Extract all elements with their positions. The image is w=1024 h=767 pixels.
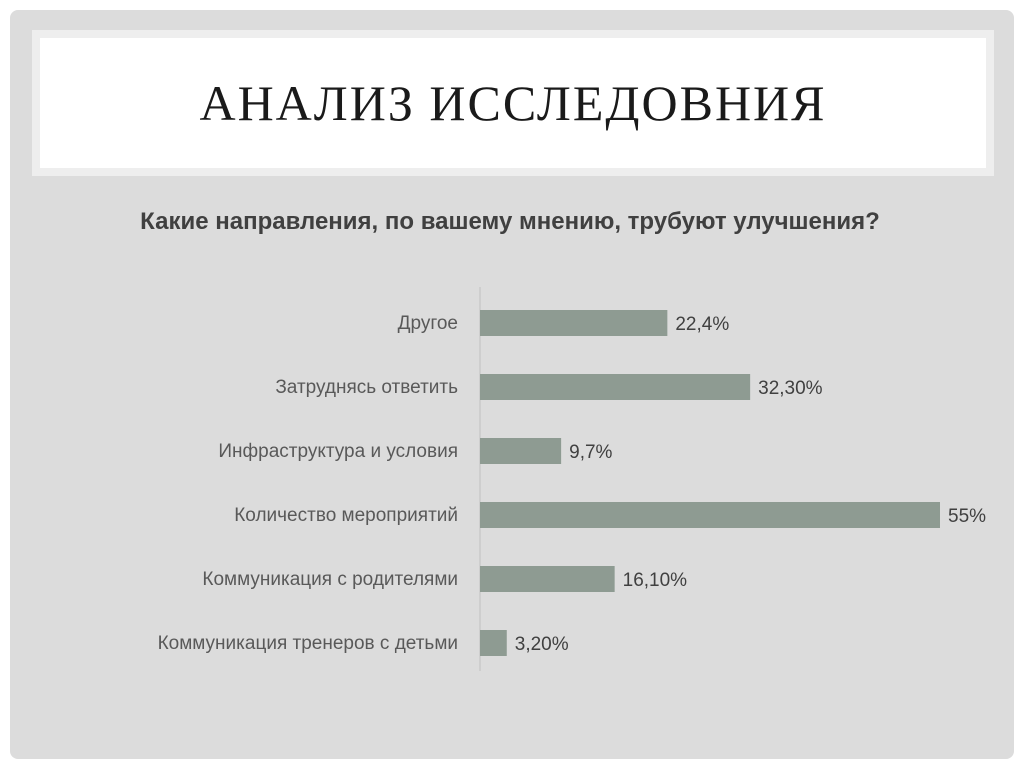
- data-label: 55%: [948, 506, 986, 527]
- data-label: 16,10%: [623, 570, 688, 591]
- slide: АНАЛИЗ ИССЛЕДОВНИЯ: [10, 10, 1014, 759]
- bar: [480, 310, 668, 336]
- bar: [480, 566, 615, 592]
- category-label: Количество мероприятий: [234, 505, 458, 526]
- category-label: Коммуникация тренеров с детьми: [158, 633, 458, 654]
- bar: [480, 438, 562, 464]
- bar: [480, 374, 751, 400]
- chart-title: Какие направления, по вашему мнению, тру…: [140, 208, 880, 235]
- bar: [480, 502, 940, 528]
- slide-title: АНАЛИЗ ИССЛЕДОВНИЯ: [199, 75, 827, 131]
- category-label: Инфраструктура и условия: [218, 441, 458, 462]
- data-label: 22,4%: [675, 314, 729, 335]
- data-label: 3,20%: [515, 634, 569, 655]
- title-box: АНАЛИЗ ИССЛЕДОВНИЯ: [32, 30, 994, 176]
- category-label: Затруднясь ответить: [275, 377, 458, 398]
- data-label: 9,7%: [569, 442, 612, 463]
- category-label: Другое: [398, 313, 458, 334]
- data-label: 32,30%: [758, 378, 823, 399]
- bar: [480, 630, 507, 656]
- category-label: Коммуникация с родителями: [202, 569, 458, 590]
